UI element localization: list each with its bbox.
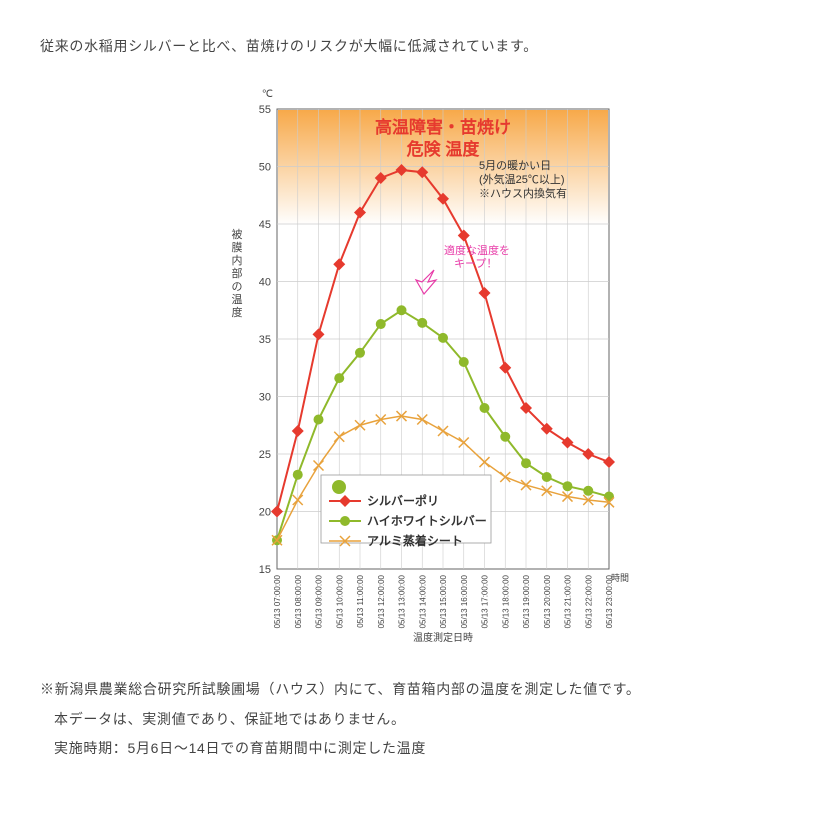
- svg-text:05/13 08:00:00: 05/13 08:00:00: [293, 575, 302, 629]
- svg-text:05/13 10:00:00: 05/13 10:00:00: [335, 575, 344, 629]
- svg-text:05/13 16:00:00: 05/13 16:00:00: [459, 575, 468, 629]
- svg-text:45: 45: [258, 219, 270, 231]
- svg-text:膜: 膜: [231, 241, 242, 254]
- footnote-3: 実施時期：5月6日〜14日での育苗期間中に測定した温度: [40, 736, 797, 761]
- svg-text:度: 度: [231, 305, 242, 319]
- footnote-1: ※新潟県農業総合研究所試験圃場（ハウス）内にて、育苗箱内部の温度を測定した値です…: [40, 677, 797, 702]
- svg-text:05/13 14:00:00: 05/13 14:00:00: [418, 575, 427, 629]
- svg-text:05/13 19:00:00: 05/13 19:00:00: [522, 575, 531, 629]
- svg-text:50: 50: [258, 162, 270, 174]
- svg-text:(外気温25℃以上): (外気温25℃以上): [479, 172, 565, 186]
- svg-text:05/13 12:00:00: 05/13 12:00:00: [376, 575, 385, 629]
- svg-text:部: 部: [231, 266, 242, 280]
- footnote-2: 本データは、実測値であり、保証地ではありません。: [40, 707, 797, 732]
- svg-text:05/13 07:00:00: 05/13 07:00:00: [273, 575, 282, 629]
- svg-text:35: 35: [258, 334, 270, 346]
- svg-text:30: 30: [258, 392, 270, 404]
- svg-text:温度測定日時: 温度測定日時: [413, 631, 473, 644]
- svg-text:05/13 11:00:00: 05/13 11:00:00: [356, 575, 365, 628]
- svg-text:05/13 17:00:00: 05/13 17:00:00: [480, 575, 489, 629]
- svg-text:℃: ℃: [261, 89, 272, 100]
- svg-text:05/13 20:00:00: 05/13 20:00:00: [542, 575, 551, 629]
- svg-text:の: の: [231, 281, 242, 293]
- svg-text:05/13 09:00:00: 05/13 09:00:00: [314, 575, 323, 629]
- intro-text: 従来の水稲用シルバーと比べ、苗焼けのリスクが大幅に低減されています。: [40, 34, 797, 59]
- svg-text:05/13 22:00:00: 05/13 22:00:00: [584, 575, 593, 629]
- svg-text:25: 25: [258, 449, 270, 461]
- svg-text:アルミ蒸着シート: アルミ蒸着シート: [367, 533, 463, 548]
- svg-text:危険 温度: 危険 温度: [405, 139, 480, 159]
- svg-text:適度な温度を: 適度な温度を: [444, 243, 510, 257]
- svg-text:内: 内: [231, 253, 242, 267]
- svg-text:05/13 18:00:00: 05/13 18:00:00: [501, 575, 510, 629]
- svg-text:ハイホワイトシルバー: ハイホワイトシルバー: [367, 514, 487, 528]
- svg-text:15: 15: [258, 564, 270, 576]
- svg-text:シルバーポリ: シルバーポリ: [367, 493, 439, 508]
- svg-text:※ハウス内換気有: ※ハウス内換気有: [479, 186, 567, 200]
- svg-text:高温障害・苗焼け: 高温障害・苗焼け: [375, 117, 511, 137]
- svg-text:20: 20: [258, 507, 270, 519]
- svg-text:5月の暖かい日: 5月の暖かい日: [479, 159, 551, 172]
- svg-text:05/13 13:00:00: 05/13 13:00:00: [397, 575, 406, 629]
- svg-text:55: 55: [258, 104, 270, 116]
- footnotes: ※新潟県農業総合研究所試験圃場（ハウス）内にて、育苗箱内部の温度を測定した値です…: [40, 677, 797, 761]
- temperature-chart: 15 20 25 30 35 40 45 50 55 ℃ 05/13 07:00:00 05/13 0…: [209, 69, 629, 657]
- svg-text:キープ！: キープ！: [454, 257, 497, 270]
- svg-text:温: 温: [231, 293, 242, 306]
- svg-text:05/13 21:00:00: 05/13 21:00:00: [563, 575, 572, 629]
- chart-container: 15 20 25 30 35 40 45 50 55 ℃ 05/13 07:00:00 05/13 0…: [40, 69, 797, 657]
- svg-text:被: 被: [231, 228, 242, 241]
- svg-text:05/13 15:00:00: 05/13 15:00:00: [439, 575, 448, 629]
- svg-text:時間(h): 時間(h): [611, 573, 629, 583]
- svg-text:40: 40: [258, 277, 270, 289]
